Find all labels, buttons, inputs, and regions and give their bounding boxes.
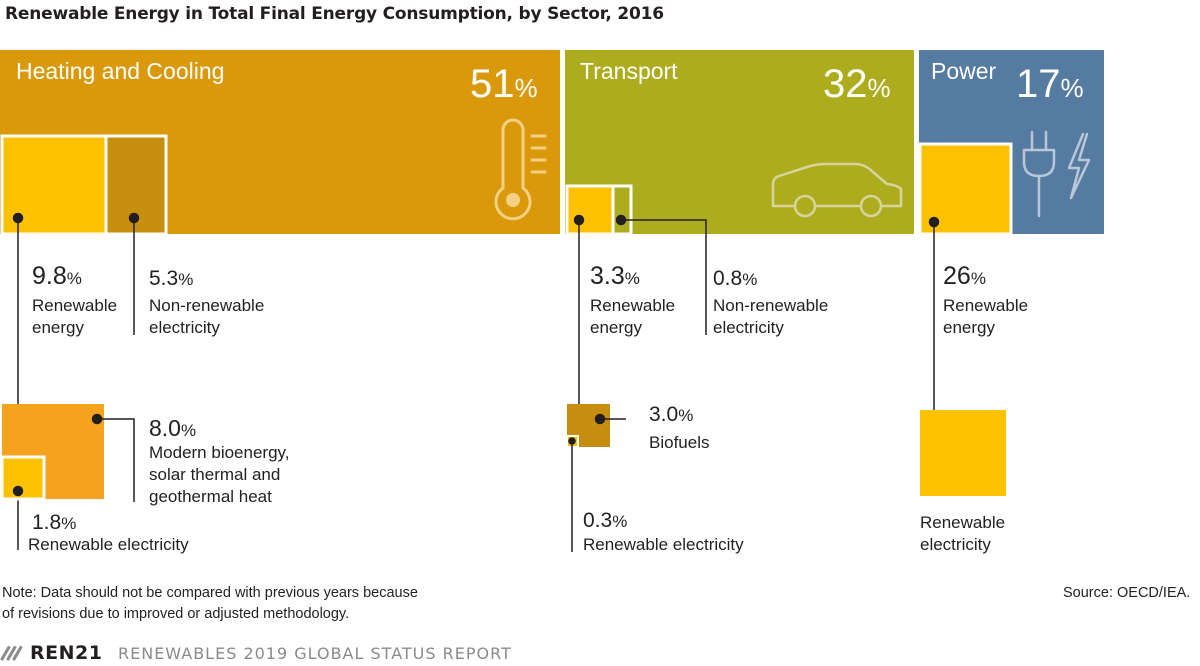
power-renewable-label: Renewable energy [943, 296, 1029, 337]
heating-nonrenewable-value: 5.3% [149, 267, 194, 290]
transport-relec-value: 0.3% [583, 509, 628, 532]
power-relec-label: Renewable electricity [920, 513, 1006, 554]
thermometer-icon [494, 118, 547, 221]
transport-bio-connector [568, 413, 626, 552]
transport-renewable-value: 3.3% [590, 262, 640, 290]
transport-nonrenewable-block [611, 184, 633, 236]
power-relec-block [920, 410, 1006, 496]
heating-relec-value: 1.8% [32, 511, 77, 534]
plug-lightning-icon [1022, 130, 1091, 218]
report-title: RENEWABLES 2019 GLOBAL STATUS REPORT [118, 644, 512, 663]
heating-mix-connector [12, 413, 135, 502]
heating-relec-block [0, 455, 46, 501]
transport-renewable-label: Renewable energy [590, 296, 676, 337]
transport-biofuels-label: Biofuels [649, 433, 710, 452]
transport-renewable-block [565, 184, 615, 236]
footnote: Note: Data should not be compared with p… [2, 585, 418, 622]
chart-title: Renewable Energy in Total Final Energy C… [5, 4, 664, 24]
power-name: Power [931, 58, 997, 84]
heating-mix-label: Modern bioenergy, solar thermal and geot… [149, 443, 290, 506]
heating-relec-label: Renewable electricity [28, 535, 189, 554]
heating-renewable-value: 9.8% [32, 262, 82, 290]
transport-nonrenewable-value: 0.8% [713, 267, 758, 290]
transport-biofuels-value: 3.0% [649, 403, 694, 426]
ren21-logo-mark [0, 645, 23, 661]
heating-name: Heating and Cooling [16, 58, 225, 84]
power-renewable-value: 26% [943, 262, 986, 290]
power-pct: 17% [1016, 62, 1084, 106]
heating-renewable-label: Renewable energy [32, 296, 118, 337]
heating-pct: 51% [470, 62, 538, 106]
transport-relec-label: Renewable electricity [583, 535, 744, 554]
heating-nonrenewable-label: Non-renewable electricity [149, 296, 265, 337]
transport-nonrenewable-label: Non-renewable electricity [713, 296, 829, 337]
car-icon [771, 162, 903, 218]
transport-pct: 32% [823, 62, 891, 106]
source-note: Source: OECD/IEA. [1063, 585, 1191, 601]
transport-name: Transport [580, 58, 678, 84]
transport-connectors [573, 214, 707, 404]
ren21-logo: REN21 [30, 642, 103, 664]
power-connectors [928, 216, 940, 432]
heating-mix-value: 8.0% [149, 415, 197, 441]
